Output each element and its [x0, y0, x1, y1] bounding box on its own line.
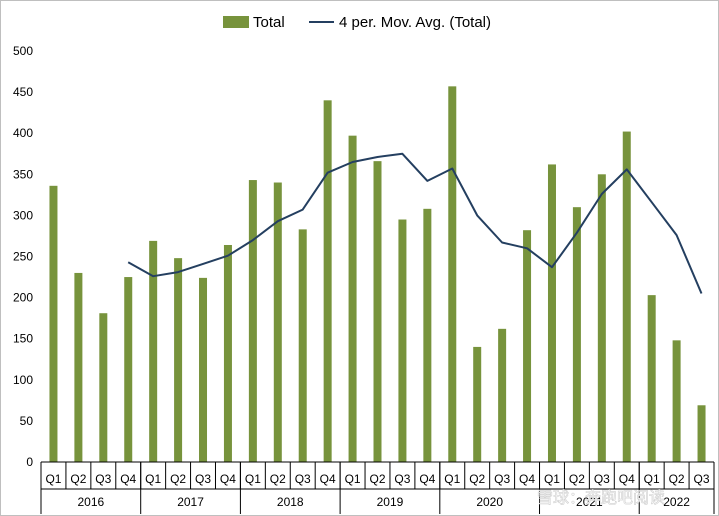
- x-year-label: 2016: [78, 495, 105, 509]
- x-tick-label: Q1: [444, 472, 460, 486]
- bar: [647, 295, 656, 462]
- x-tick-label: Q1: [644, 472, 660, 486]
- x-tick-label: Q3: [694, 472, 710, 486]
- bar: [572, 207, 581, 462]
- x-tick-label: Q1: [544, 472, 560, 486]
- x-year-label: 2022: [663, 495, 690, 509]
- bar: [49, 185, 58, 463]
- bar: [697, 405, 706, 462]
- x-tick-label: Q4: [419, 472, 435, 486]
- bar: [99, 313, 108, 462]
- bar: [672, 340, 681, 462]
- x-tick-label: Q3: [95, 472, 111, 486]
- x-tick-label: Q3: [295, 472, 311, 486]
- y-tick-label: 500: [13, 44, 33, 58]
- y-tick-label: 50: [20, 414, 34, 428]
- x-year-label: 2017: [177, 495, 204, 509]
- legend-label-moving-average: 4 per. Mov. Avg. (Total): [339, 14, 491, 31]
- moving-average-line: [127, 152, 703, 294]
- x-tick-label: Q2: [569, 472, 585, 486]
- y-axis: 0 50 100 150 200 250 300 350 400 450 500: [13, 44, 33, 469]
- bar: [298, 229, 307, 462]
- bar: [523, 230, 532, 462]
- bar: [498, 328, 507, 462]
- bar: [223, 244, 232, 462]
- bar: [597, 174, 606, 463]
- x-year-label: 2019: [377, 495, 404, 509]
- y-tick-label: 150: [13, 332, 33, 346]
- legend-swatch-total: [223, 16, 249, 28]
- x-tick-label: Q4: [220, 472, 236, 486]
- bar: [398, 219, 407, 462]
- x-year-label: 2021: [576, 495, 603, 509]
- x-tick-label: Q1: [45, 472, 61, 486]
- bar: [423, 208, 432, 462]
- bar: [273, 182, 282, 462]
- bar: [199, 277, 208, 462]
- y-tick-label: 400: [13, 126, 33, 140]
- legend: Total 4 per. Mov. Avg. (Total): [223, 14, 491, 31]
- bar: [124, 277, 133, 462]
- moving-average-series: [127, 152, 703, 294]
- x-tick-label: Q3: [195, 472, 211, 486]
- x-tick-label: Q1: [345, 472, 361, 486]
- x-year-label: 2020: [476, 495, 503, 509]
- bar-series: [49, 86, 706, 463]
- bar: [348, 135, 357, 462]
- y-tick-label: 350: [13, 167, 33, 181]
- bar: [248, 180, 257, 462]
- bar: [473, 346, 482, 462]
- y-tick-label: 0: [26, 455, 33, 469]
- y-tick-label: 100: [13, 373, 33, 387]
- bar: [373, 161, 382, 462]
- x-tick-label: Q4: [519, 472, 535, 486]
- x-tick-label: Q3: [494, 472, 510, 486]
- y-tick-label: 300: [13, 208, 33, 222]
- x-tick-label: Q4: [320, 472, 336, 486]
- bar: [547, 164, 556, 462]
- watermark-text: 雪球：奔跑吧阅读: [537, 489, 665, 507]
- x-tick-label: Q2: [170, 472, 186, 486]
- x-tick-label: Q2: [669, 472, 685, 486]
- bar: [74, 272, 83, 462]
- x-tick-label: Q3: [394, 472, 410, 486]
- bar: [149, 240, 158, 462]
- y-tick-label: 200: [13, 291, 33, 305]
- x-tick-label: Q3: [594, 472, 610, 486]
- x-tick-label: Q2: [270, 472, 286, 486]
- x-tick-label: Q4: [120, 472, 136, 486]
- x-tick-label: Q1: [145, 472, 161, 486]
- y-tick-label: 250: [13, 250, 33, 264]
- x-tick-label: Q2: [469, 472, 485, 486]
- x-tick-label: Q1: [245, 472, 261, 486]
- x-tick-label: Q2: [70, 472, 86, 486]
- y-tick-label: 450: [13, 85, 33, 99]
- bar: [323, 100, 332, 462]
- legend-label-total: Total: [253, 14, 285, 31]
- x-axis: Q1 Q2 Q3 Q4 Q1 Q2 Q3 Q4 Q1 Q2 Q3 Q4 Q1 Q2 Q3 Q4 Q1 Q2 Q3 Q4…: [40, 461, 715, 514]
- x-tick-label: Q2: [369, 472, 385, 486]
- x-year-label: 2018: [277, 495, 304, 509]
- bar: [174, 258, 183, 462]
- bar: [622, 131, 631, 462]
- bar: [448, 86, 457, 462]
- x-tick-label: Q4: [619, 472, 635, 486]
